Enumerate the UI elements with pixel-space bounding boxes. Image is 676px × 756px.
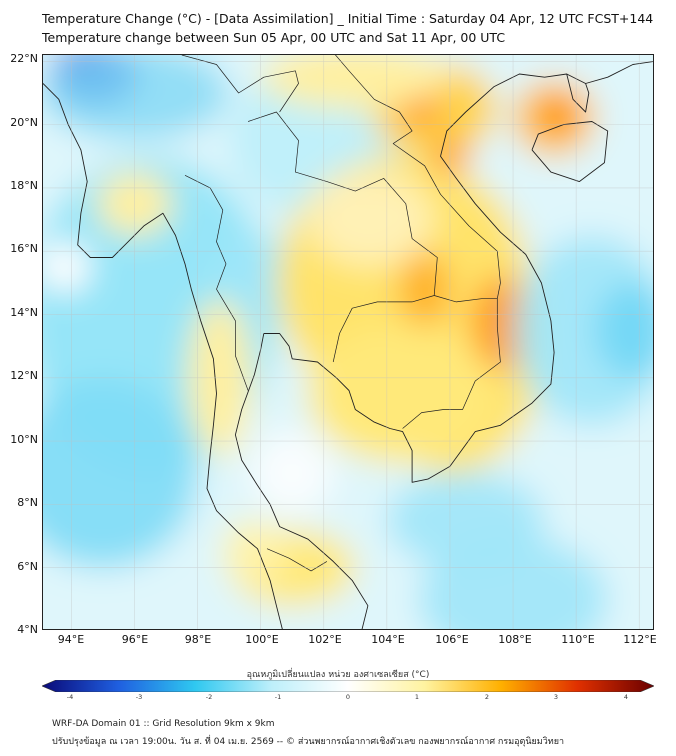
lon-tick-112: 112°E: [623, 633, 657, 646]
coastline: [43, 83, 283, 629]
lon-tick-98: 98°E: [184, 633, 212, 646]
chart-title: Temperature Change (°C) - [Data Assimila…: [42, 11, 654, 26]
lat-tick-22: 22°N: [10, 52, 38, 65]
colorbar-tick: -3: [135, 693, 143, 701]
lon-tick-106: 106°E: [435, 633, 469, 646]
lat-tick-12: 12°N: [10, 369, 38, 382]
country-border: [434, 295, 498, 303]
country-border: [402, 298, 501, 429]
lon-tick-104: 104°E: [371, 633, 405, 646]
lon-tick-110: 110°E: [561, 633, 595, 646]
model-info: WRF-DA Domain 01 :: Grid Resolution 9km …: [52, 719, 275, 729]
colorbar-tick: 1: [414, 693, 420, 701]
colorbar-tick: 2: [484, 693, 490, 701]
map-canvas: [43, 55, 653, 629]
lat-tick-18: 18°N: [10, 179, 38, 192]
colorbar-tick: 4: [623, 693, 629, 701]
temperature-map: [42, 54, 654, 630]
lon-tick-94: 94°E: [57, 633, 85, 646]
lat-tick-4: 4°N: [17, 623, 38, 636]
lat-tick-16: 16°N: [10, 242, 38, 255]
coastline: [234, 333, 369, 629]
lon-tick-96: 96°E: [121, 633, 149, 646]
update-credit: ปรับปรุงข้อมูล ณ เวลา 19:00น. วัน ส. ที่…: [52, 737, 565, 747]
coastline: [531, 121, 609, 183]
country-border: [247, 111, 438, 363]
chart-subtitle: Temperature change between Sun 05 Apr, 0…: [42, 30, 506, 45]
lat-tick-8: 8°N: [17, 496, 38, 509]
country-border: [335, 55, 501, 299]
lon-tick-100: 100°E: [245, 633, 279, 646]
lon-tick-108: 108°E: [498, 633, 532, 646]
coastline-outline: [43, 55, 653, 629]
gridlines: [43, 55, 653, 629]
colorbar: [42, 680, 654, 692]
colorbar-tick: 3: [553, 693, 559, 701]
lat-tick-10: 10°N: [10, 433, 38, 446]
coastline: [566, 73, 590, 113]
lat-tick-14: 14°N: [10, 306, 38, 319]
country-border: [266, 548, 328, 572]
lat-tick-6: 6°N: [17, 560, 38, 573]
colorbar-tick: -1: [274, 693, 282, 701]
colorbar-tick: 0: [345, 693, 351, 701]
colorbar-tick: -2: [205, 693, 213, 701]
lon-tick-102: 102°E: [308, 633, 342, 646]
colorbar-label: อุณหภูมิเปลี่ยนแปลง หน่วย องศาเซลเซียส (…: [246, 670, 430, 680]
colorbar-tick: -4: [66, 693, 74, 701]
country-border: [184, 174, 249, 391]
coastline: [263, 61, 653, 483]
country-border: [181, 55, 299, 113]
lat-tick-20: 20°N: [10, 116, 38, 129]
